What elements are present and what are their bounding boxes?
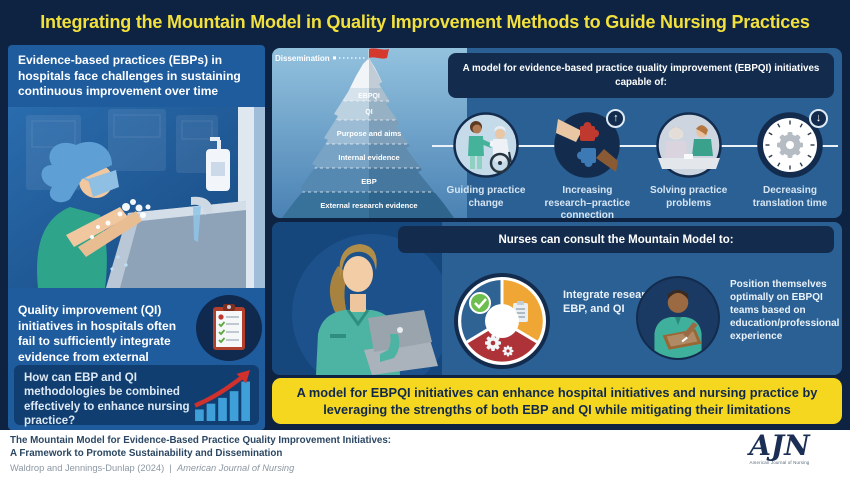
ebp-pie-chart-icon: EBP [453,272,551,370]
capability-label: Increasing research–practice connection [544,185,631,218]
citation: The Mountain Model for Evidence-Based Pr… [10,435,391,473]
capability-item: Solving practice problems [641,112,737,218]
citation-meta: Waldrop and Jennings-Dunlap (2024) | Ame… [10,463,391,473]
nurse-handwashing-illustration [8,107,265,288]
ajn-logo-text: AJN [749,429,810,462]
title-bar: Integrating the Mountain Model in Qualit… [0,0,850,45]
soap-dispenser-icon [206,137,230,191]
checklist-clipboard-icon [196,295,262,361]
connector-line [432,145,838,147]
nurse-consulting-patient-icon [655,112,722,178]
capability-item: Guiding practice change [438,112,534,218]
ajn-logo: AJN American Journal of Nursing [725,432,834,469]
capabilities-row: Guiding practice change [438,109,838,218]
consult-item-label: Integrate research, EBP, and QI [563,289,662,316]
puzzle-pieces-icon: ↑ [554,109,626,178]
citation-title-line2: A Framework to Promote Sustainability an… [10,447,283,459]
capability-item: ↑ Increasing research–practice connectio… [539,109,635,218]
page-title: Integrating the Mountain Model in Qualit… [40,12,810,32]
conclusion-banner: A model for EBPQI initiatives can enhanc… [272,378,842,424]
left-column: Evidence-based practices (EBPs) in hospi… [8,45,265,430]
up-arrow-badge: ↑ [606,109,626,128]
mountain-layer-label: QI [365,109,372,116]
citation-divider: | [169,462,172,473]
capabilities-header: A model for evidence-based practice qual… [448,53,834,98]
mountain-layer-label: External research evidence [320,201,417,210]
ajn-logo-subtext: American Journal of Nursing [749,460,810,465]
rising-bar-chart-icon [192,369,254,421]
capability-label: Solving practice problems [650,185,728,209]
red-flag-icon [369,48,389,59]
footer: The Mountain Model for Evidence-Based Pr… [0,430,850,478]
citation-authors: Waldrop and Jennings-Dunlap (2024) [10,462,165,473]
check-icon [469,292,491,314]
question-text: How can EBP and QI methodologies be comb… [24,372,190,428]
mountain-model-diagram: Dissemination EBPQI QI Purpose and aims … [272,48,467,218]
qi-gap-text: Quality improvement (QI) initiatives in … [18,303,177,379]
nurse-writing-icon [636,276,720,360]
down-arrow-badge: ↓ [808,109,828,128]
consult-header: Nurses can consult the Mountain Model to… [398,226,834,253]
mountain-layer-label: EBPQI [358,93,380,100]
ebp-center-label: EBP [490,317,514,329]
ebp-challenge-text: Evidence-based practices (EBPs) in hospi… [18,53,241,99]
consult-panel: Nurses can consult the Mountain Model to… [272,222,842,375]
mountain-layer-label: Internal evidence [338,153,399,162]
citation-journal: American Journal of Nursing [176,462,295,473]
dissemination-label: Dissemination [275,54,330,63]
question-box: How can EBP and QI methodologies be comb… [14,365,259,427]
ebpqi-capabilities-panel: Dissemination EBPQI QI Purpose and aims … [272,48,842,218]
handwashing-scene-svg [8,107,265,288]
nurse-figure [37,141,151,288]
capability-item: ↓ Decreasing translation time [742,109,838,218]
capability-label: Guiding practice change [446,185,526,209]
capability-label: Decreasing translation time [752,185,828,209]
nurse-guiding-patient-icon [453,112,519,178]
consult-item-label: Position themselves optimally on EBPQI t… [730,279,840,342]
mountain-layer-label: Purpose and aims [337,129,402,138]
mountain-layer-label: EBP [361,177,376,186]
clock-gear-icon: ↓ [757,109,828,178]
citation-title-line1: The Mountain Model for Evidence-Based Pr… [10,435,392,446]
